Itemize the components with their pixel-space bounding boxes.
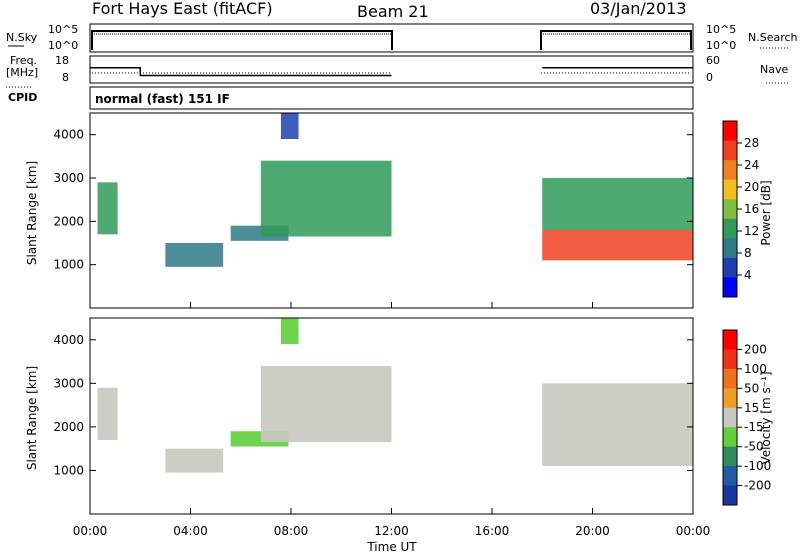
x-tick-label-0: 00:00 [73, 524, 108, 538]
y-tick-label-velocity-2: 3000 [53, 376, 84, 390]
velocity-colorbar-tick-label-3: 15 [744, 401, 759, 415]
velocity-colorbar-segment-8 [723, 485, 737, 506]
nsky-label: N.Sky [6, 31, 38, 44]
power-patch-4 [280, 113, 299, 139]
power-colorbar-tick-label-6: 4 [744, 268, 752, 282]
noise-tick-right-bottom: 10^0 [706, 39, 736, 52]
x-axis-ticks: 00:00 04:00 08:00 12:00 16:00 20:00 00:00 [73, 302, 711, 538]
freq-unit-label: [MHz] [6, 66, 38, 79]
power-colorbar-segment-2 [723, 160, 737, 181]
power-colorbar-tick-label-3: 16 [744, 202, 759, 216]
power-colorbar-segment-8 [723, 277, 737, 298]
power-colorbar-segment-5 [723, 218, 737, 239]
freq-tick-top: 18 [55, 54, 69, 67]
power-patch-5 [542, 230, 693, 261]
freq-tick-bottom: 8 [62, 71, 69, 84]
cpid-strip-frame [89, 86, 694, 110]
y-tick-label-power-0: 1000 [53, 258, 84, 272]
power-patch-6 [542, 178, 693, 230]
power-colorbar-tick-label-1: 24 [744, 158, 759, 172]
power-patch-0 [97, 182, 118, 235]
velocity-colorbar-segment-3 [723, 388, 737, 409]
power-patch-1 [165, 243, 224, 267]
velocity-colorbar-frame [722, 329, 738, 506]
velocity-colorbar-segment-7 [723, 466, 737, 487]
velocity-colorbar: 200 100 50 15 -15 -50 -100 -200 [722, 329, 771, 506]
y-axis-ticks: 1000 1000 2000 2000 3000 3000 4000 4000 [53, 128, 693, 477]
noise-tick-right-top: 10^5 [706, 23, 736, 36]
velocity-colorbar-segment-0 [723, 330, 737, 350]
velocity-colorbar-tick-label-1: 100 [744, 362, 767, 376]
x-tick-label-5: 20:00 [575, 524, 610, 538]
nave-tick-top: 60 [706, 54, 720, 67]
velocity-patch-0 [97, 387, 118, 440]
x-tick-label-1: 04:00 [173, 524, 208, 538]
y-tick-label-velocity-1: 2000 [53, 420, 84, 434]
noise-tick-left-top: 10^5 [48, 23, 78, 36]
velocity-patch-5 [542, 383, 693, 467]
velocity-colorbar-tick-label-5: -50 [744, 440, 764, 454]
nave-label: Nave [760, 63, 788, 76]
velocity-colorbar-segment-5 [723, 427, 737, 448]
y-tick-label-power-1: 2000 [53, 214, 84, 228]
power-colorbar-tick-label-4: 12 [744, 224, 759, 238]
noise-strip-frame [89, 23, 694, 53]
station-title: Fort Hays East (fitACF) [92, 0, 273, 18]
x-tick-label-4: 16:00 [475, 524, 510, 538]
x-tick-label-6: 00:00 [676, 524, 711, 538]
freq-trace [90, 67, 693, 77]
x-tick-label-3: 12:00 [374, 524, 409, 538]
xlabel: Time UT [366, 540, 417, 554]
velocity-patch-4 [280, 318, 299, 345]
date-label: 03/Jan/2013 [590, 0, 687, 18]
power-colorbar-segment-0 [723, 121, 737, 142]
power-colorbar-tick-label-5: 8 [744, 246, 752, 260]
beam-label: Beam 21 [357, 2, 429, 21]
nsky-trace [91, 30, 692, 50]
noise-tick-left-bottom: 10^0 [48, 39, 78, 52]
y-tick-label-velocity-3: 4000 [53, 333, 84, 347]
y-tick-label-velocity-0: 1000 [53, 463, 84, 477]
power-ylabel: Slant Range [km] [25, 161, 39, 265]
velocity-colorbar-label: Velocity [m s⁻¹] [759, 371, 773, 464]
power-colorbar-segment-4 [723, 199, 737, 220]
velocity-colorbar-segment-2 [723, 368, 737, 389]
velocity-colorbar-tick-label-7: -200 [744, 479, 771, 493]
power-colorbar-segment-7 [723, 257, 737, 278]
power-colorbar-segment-3 [723, 179, 737, 200]
nsearch-label: N.Search [748, 31, 798, 44]
freq-label: Freq. [10, 54, 37, 67]
y-tick-label-power-2: 3000 [53, 171, 84, 185]
velocity-patch-3 [260, 365, 392, 443]
x-tick-label-2: 08:00 [274, 524, 309, 538]
velocity-ylabel: Slant Range [km] [25, 366, 39, 470]
power-colorbar: 28 24 20 16 12 8 4 [722, 120, 759, 298]
cpid-label: CPID [8, 91, 37, 104]
power-colorbar-segment-6 [723, 238, 737, 259]
power-colorbar-label: Power [dB] [759, 180, 773, 245]
velocity-colorbar-tick-label-2: 50 [744, 381, 759, 395]
velocity-panel [97, 318, 693, 473]
power-colorbar-segment-1 [723, 140, 737, 161]
velocity-colorbar-tick-label-6: -100 [744, 459, 771, 473]
power-panel [97, 113, 693, 267]
velocity-patch-1 [165, 448, 224, 473]
velocity-colorbar-tick-label-4: -15 [744, 420, 764, 434]
power-colorbar-tick-label-0: 28 [744, 136, 759, 150]
freq-strip-frame [89, 55, 694, 84]
power-colorbar-tick-label-2: 20 [744, 180, 759, 194]
y-tick-label-power-3: 4000 [53, 128, 84, 142]
nave-tick-bottom: 0 [706, 71, 713, 84]
mode-label: normal (fast) 151 IF [95, 92, 230, 106]
velocity-colorbar-segment-4 [723, 407, 737, 428]
velocity-colorbar-segment-1 [723, 349, 737, 370]
velocity-colorbar-tick-label-0: 200 [744, 342, 767, 356]
power-patch-3 [260, 160, 392, 237]
velocity-colorbar-segment-6 [723, 446, 737, 467]
